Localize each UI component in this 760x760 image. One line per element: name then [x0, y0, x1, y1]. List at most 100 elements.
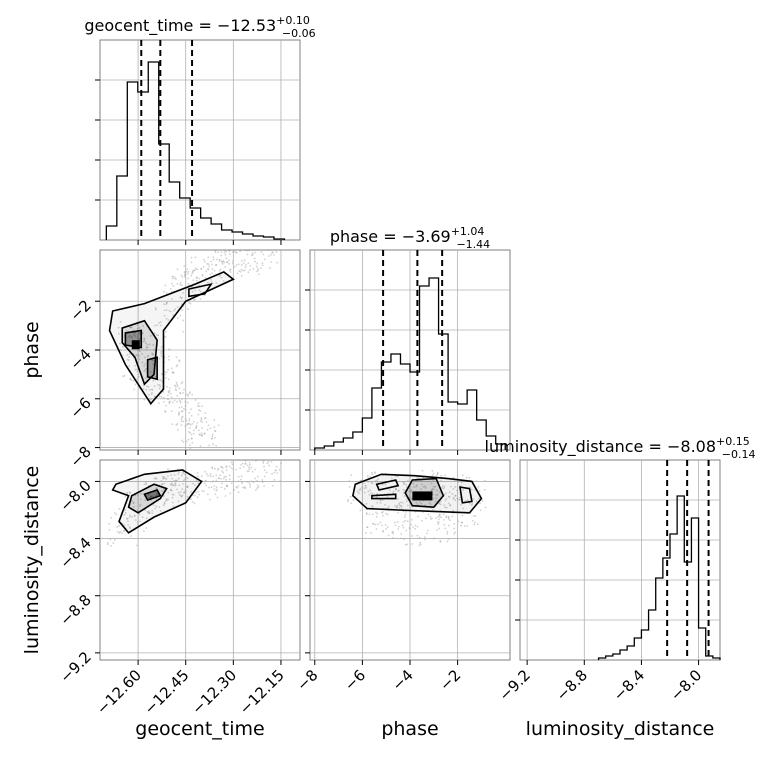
luminosity_distance_vs_geocent_time-sample-point: [134, 519, 137, 521]
luminosity_distance_vs_geocent_time-sample-point: [123, 530, 126, 532]
phase_vs_geocent_time-sample-point: [191, 393, 194, 396]
phase_vs_geocent_time-sample-point: [167, 318, 170, 321]
phase_vs_geocent_time-sample-point: [187, 395, 190, 397]
luminosity_distance_vs_geocent_time-sample-point: [198, 493, 201, 496]
luminosity_distance_vs_geocent_time-sample-point: [143, 530, 145, 533]
luminosity_distance_vs_geocent_time-sample-point: [230, 467, 233, 469]
phase_vs_geocent_time-sample-point: [246, 253, 249, 256]
luminosity_distance_vs_phase-sample-point: [421, 483, 423, 486]
luminosity_distance_vs_phase-sample-point: [458, 498, 460, 501]
phase_vs_geocent_time-sample-point: [176, 364, 179, 366]
luminosity_distance_vs_phase-sample-point: [349, 495, 352, 498]
luminosity_distance_vs_phase-sample-point: [460, 481, 463, 484]
luminosity_distance_vs_phase-sample-point: [432, 497, 434, 500]
luminosity_distance_vs_geocent_time-sample-point: [249, 483, 252, 486]
luminosity_distance_vs_phase-sample-point: [359, 487, 362, 490]
phase_vs_geocent_time-sample-point: [138, 337, 141, 340]
luminosity_distance_vs_geocent_time-sample-point: [131, 516, 133, 518]
phase_vs_geocent_time-sample-point: [168, 389, 171, 392]
luminosity_distance_vs_phase-sample-point: [414, 527, 416, 530]
luminosity_distance_vs_geocent_time-sample-point: [225, 475, 227, 478]
phase_vs_geocent_time-sample-point: [141, 353, 144, 355]
luminosity_distance_vs_geocent_time-sample-point: [242, 466, 245, 468]
luminosity_distance_vs_phase-sample-point: [397, 511, 400, 514]
phase_vs_geocent_time-sample-point: [171, 367, 173, 370]
luminosity_distance_vs_geocent_time-sample-point: [169, 489, 172, 492]
phase_vs_geocent_time-sample-point: [258, 273, 260, 276]
luminosity_distance_vs_geocent_time-sample-point: [197, 482, 200, 485]
phase_vs_geocent_time-sample-point: [138, 327, 141, 329]
phase_vs_geocent_time-sample-point: [189, 444, 191, 447]
title-phase: phase = −3.69+1.04 −1.44: [330, 225, 490, 251]
phase_vs_geocent_time-sample-point: [187, 277, 190, 280]
phase_vs_geocent_time-sample-point: [205, 421, 208, 423]
phase_vs_geocent_time-sample-point: [194, 398, 197, 401]
phase_vs_geocent_time-sample-point: [197, 413, 200, 416]
luminosity_distance_vs_geocent_time-sample-point: [271, 473, 273, 475]
luminosity_distance_vs_phase-sample-point: [448, 496, 451, 498]
luminosity_distance_vs_phase-sample-point: [434, 485, 437, 488]
phase_vs_geocent_time-sample-point: [158, 387, 161, 390]
luminosity_distance_vs_geocent_time-sample-point: [118, 532, 121, 534]
phase_vs_geocent_time-sample-point: [197, 429, 200, 432]
phase_vs_geocent_time-sample-point: [200, 267, 203, 270]
phase_vs_geocent_time-sample-point: [182, 440, 185, 443]
phase_vs_geocent_time-sample-point: [181, 275, 184, 278]
phase_vs_geocent_time-sample-point: [170, 282, 173, 285]
phase_vs_geocent_time-sample-point: [201, 434, 203, 437]
phase_vs_geocent_time-sample-point: [262, 253, 265, 256]
phase_vs_geocent_time-sample-point: [195, 279, 198, 282]
luminosity_distance_vs_phase-sample-point: [454, 494, 457, 497]
phase_vs_geocent_time-sample-point: [158, 357, 161, 360]
phase_vs_geocent_time-sample-point: [179, 400, 182, 403]
luminosity_distance_vs_geocent_time-sample-point: [226, 485, 229, 488]
luminosity_distance_vs_geocent_time-sample-point: [152, 495, 154, 498]
luminosity_distance_vs_phase-sample-point: [454, 499, 457, 501]
phase_vs_geocent_time-sample-point: [119, 320, 122, 323]
phase_vs_geocent_time-sample-point: [229, 271, 232, 273]
phase_vs_geocent_time-sample-point: [205, 270, 207, 273]
phase_vs_geocent_time-sample-point: [268, 266, 271, 269]
phase_vs_geocent_time-sample-point: [128, 334, 131, 337]
luminosity_distance_vs_phase-sample-point: [402, 491, 405, 494]
luminosity_distance_vs_geocent_time-sample-point: [215, 486, 218, 489]
phase_vs_geocent_time-sample-point: [213, 419, 216, 422]
phase_vs_geocent_time-sample-point: [211, 437, 213, 440]
phase_vs_geocent_time-sample-point: [147, 385, 150, 388]
phase_vs_geocent_time-sample-point: [249, 265, 252, 267]
phase_vs_geocent_time-sample-point: [145, 388, 148, 391]
luminosity_distance_vs_geocent_time-sample-point: [155, 497, 158, 500]
luminosity_distance_vs_phase-sample-point: [381, 524, 383, 527]
luminosity_distance_vs_phase-sample-point: [381, 510, 384, 513]
phase_vs_geocent_time-sample-point: [220, 251, 223, 254]
luminosity_distance_vs_geocent_time-sample-point: [170, 482, 173, 485]
luminosity_distance_vs_geocent_time-sample-point: [204, 482, 206, 485]
luminosity_distance_vs_geocent_time-sample-point: [221, 482, 223, 485]
phase_vs_geocent_time-sample-point: [207, 263, 210, 266]
luminosity_distance_vs_phase-sample-point: [390, 477, 393, 480]
x-axis-label-luminosity_distance: luminosity_distance: [526, 718, 715, 740]
luminosity_distance_vs_geocent_time-sample-point: [171, 501, 174, 504]
luminosity_distance_vs_phase-sample-point: [376, 501, 379, 504]
luminosity_distance_vs_geocent_time-sample-point: [165, 499, 168, 502]
x-tick-label-geocent_time: −12.15: [236, 666, 288, 718]
luminosity_distance_vs_geocent_time-sample-point: [186, 486, 189, 488]
luminosity_distance_vs_phase-sample-point: [371, 505, 374, 508]
phase_vs_geocent_time-contour-island: [188, 282, 213, 298]
phase_vs_geocent_time-sample-point: [151, 389, 154, 391]
phase_vs_geocent_time-sample-point: [201, 421, 204, 424]
phase_vs_geocent_time-sample-point: [166, 371, 168, 374]
phase_vs_geocent_time-sample-point: [152, 379, 155, 382]
luminosity_distance_vs_geocent_time-sample-point: [205, 472, 208, 475]
luminosity_distance_vs_geocent_time-sample-point: [174, 482, 177, 484]
phase_vs_geocent_time-sample-point: [190, 256, 193, 259]
phase_vs_geocent_time-sample-point: [203, 417, 206, 420]
phase_vs_geocent_time-sample-point: [187, 271, 190, 273]
luminosity_distance_vs_phase-sample-point: [371, 482, 374, 485]
phase_vs_geocent_time-sample-point: [172, 314, 175, 317]
luminosity_distance_vs_geocent_time-sample-point: [132, 505, 135, 508]
luminosity_distance_vs_geocent_time-sample-point: [230, 482, 233, 485]
luminosity_distance_vs_geocent_time-sample-point: [153, 477, 156, 480]
phase_vs_geocent_time-sample-point: [190, 274, 193, 277]
luminosity_distance_vs_phase-sample-point: [432, 472, 435, 475]
